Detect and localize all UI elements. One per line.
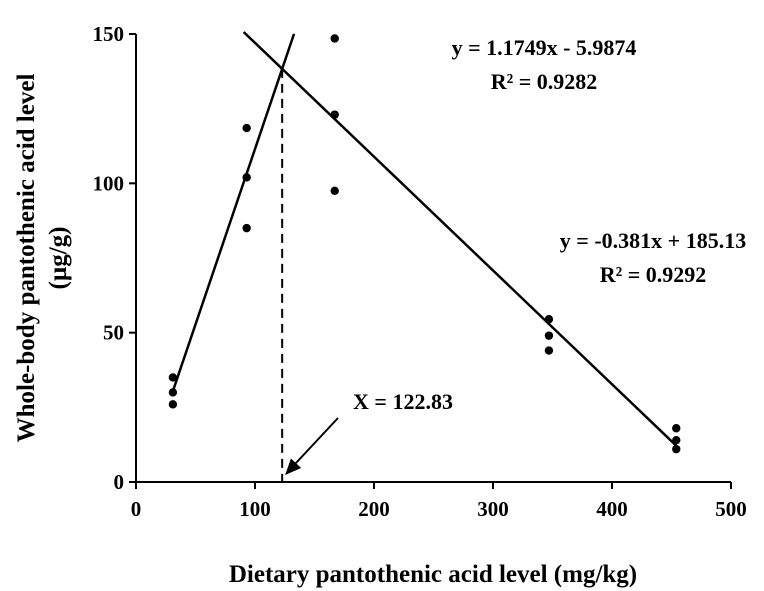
breakpoint-label: X = 122.83 xyxy=(353,389,453,414)
x-tick-label: 300 xyxy=(477,497,509,521)
data-point xyxy=(242,223,251,233)
y-axis-title-line1: Whole-body pantothenic acid level xyxy=(13,74,40,443)
data-point xyxy=(242,123,251,133)
x-tick-label: 200 xyxy=(358,497,390,521)
y-tick-label: 0 xyxy=(114,470,125,494)
y-tick-label: 50 xyxy=(103,321,124,345)
axes xyxy=(135,34,731,483)
data-point xyxy=(330,110,339,119)
data-point xyxy=(544,346,554,355)
data-point xyxy=(168,388,178,397)
regression-2-equation: y = -0.381x + 185.13 xyxy=(560,228,746,253)
data-point xyxy=(242,173,251,182)
data-point xyxy=(168,373,178,382)
breakpoint-arrow xyxy=(292,417,339,467)
regression-1-equation: y = 1.1749x - 5.9874 xyxy=(452,35,637,60)
data-point xyxy=(672,424,681,433)
regression-lines xyxy=(171,31,678,447)
tick-marks: 0 100 200 300 400 500 0 50 100 150 xyxy=(93,22,747,521)
breakpoint-arrowhead xyxy=(285,458,302,475)
data-point xyxy=(544,315,554,324)
regression-line-1 xyxy=(171,33,296,392)
x-tick-label: 500 xyxy=(715,497,747,521)
data-point xyxy=(168,400,178,409)
data-point xyxy=(672,444,681,454)
regression-line-2 xyxy=(242,31,678,447)
x-tick-label: 100 xyxy=(239,497,271,521)
data-point xyxy=(330,186,339,195)
data-point xyxy=(330,34,339,43)
data-point xyxy=(544,331,554,340)
x-axis-title: Dietary pantothenic acid level (mg/kg) xyxy=(229,561,637,588)
y-tick-label: 150 xyxy=(93,22,125,46)
data-point xyxy=(672,435,681,445)
data-points xyxy=(168,34,681,454)
y-axis-title-line2: (µg/g) xyxy=(45,226,72,289)
x-tick-label: 0 xyxy=(131,497,142,521)
x-tick-label: 400 xyxy=(596,497,628,521)
regression-1-r2: R² = 0.9282 xyxy=(491,69,598,94)
regression-2-r2: R² = 0.9292 xyxy=(600,262,707,287)
y-tick-label: 100 xyxy=(93,171,125,195)
